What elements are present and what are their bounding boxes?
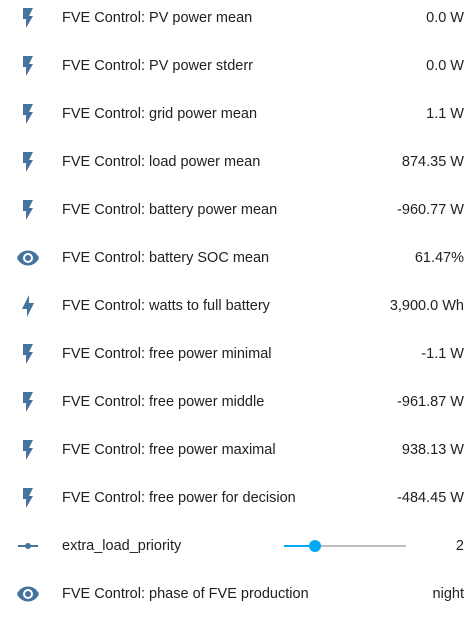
entity-name: FVE Control: phase of FVE production — [62, 586, 309, 602]
entity-name: extra_load_priority — [62, 538, 182, 554]
eye-icon — [0, 246, 56, 270]
flash-icon — [0, 390, 56, 414]
entity-state: 0.0 W — [426, 58, 464, 74]
entity-state: 938.13 W — [401, 442, 464, 458]
entity-row[interactable]: FVE Control: battery power mean -960.77 … — [0, 186, 472, 234]
entity-state: -960.77 W — [397, 202, 464, 218]
slider-fill — [284, 545, 315, 547]
slider-thumb[interactable] — [308, 540, 321, 552]
entity-row[interactable]: FVE Control: free power for decision -48… — [0, 474, 472, 522]
entity-state: 3,900.0 Wh — [389, 298, 464, 314]
flash-icon — [0, 102, 56, 126]
entity-row[interactable]: FVE Control: load power mean 874.35 W — [0, 138, 472, 186]
flash-icon — [0, 438, 56, 462]
entity-state: -961.87 W — [397, 394, 464, 410]
flash-icon — [0, 150, 56, 174]
priority-slider[interactable] — [284, 522, 406, 570]
entity-row[interactable]: FVE Control: free power minimal -1.1 W — [0, 330, 472, 378]
flash-icon — [0, 486, 56, 510]
ray-vertex-icon — [0, 534, 56, 558]
entity-state: night — [432, 586, 464, 602]
entity-state: 61.47% — [414, 250, 464, 266]
entity-name: FVE Control: battery SOC mean — [62, 250, 270, 266]
entity-name: FVE Control: free power for decision — [62, 490, 296, 506]
flash-icon — [0, 198, 56, 222]
entity-name: FVE Control: load power mean — [62, 154, 261, 170]
entity-row[interactable]: FVE Control: battery SOC mean 61.47% — [0, 234, 472, 282]
eye-icon — [0, 582, 56, 606]
entity-state: 0.0 W — [426, 10, 464, 26]
entity-state: -484.45 W — [397, 490, 464, 506]
entity-name: FVE Control: PV power stderr — [62, 58, 253, 74]
entity-name: FVE Control: free power maximal — [62, 442, 276, 458]
flash-icon — [0, 54, 56, 78]
entity-name: FVE Control: PV power mean — [62, 10, 253, 26]
entity-name: FVE Control: grid power mean — [62, 106, 258, 122]
entity-row[interactable]: FVE Control: PV power mean 0.0 W — [0, 0, 472, 42]
entity-name: FVE Control: free power middle — [62, 394, 265, 410]
entity-name: FVE Control: free power minimal — [62, 346, 272, 362]
flash-icon — [0, 342, 56, 366]
entity-name: FVE Control: battery power mean — [62, 202, 278, 218]
entity-state: -1.1 W — [421, 346, 464, 362]
entity-state: 874.35 W — [401, 154, 464, 170]
entity-row[interactable]: FVE Control: watts to full battery 3,900… — [0, 282, 472, 330]
slider-track[interactable] — [284, 545, 406, 547]
lightning-bolt-icon — [0, 294, 56, 318]
entity-row[interactable]: FVE Control: free power middle -961.87 W — [0, 378, 472, 426]
entity-name: FVE Control: watts to full battery — [62, 298, 270, 314]
entity-row[interactable]: FVE Control: PV power stderr 0.0 W — [0, 42, 472, 90]
entity-state: 1.1 W — [426, 106, 464, 122]
slider-value: 2 — [455, 538, 464, 554]
entity-row[interactable]: FVE Control: free power maximal 938.13 W — [0, 426, 472, 474]
slider-row: extra_load_priority 2 — [0, 522, 472, 570]
flash-icon — [0, 6, 56, 30]
entity-row[interactable]: FVE Control: grid power mean 1.1 W — [0, 90, 472, 138]
entity-row[interactable]: FVE Control: phase of FVE production nig… — [0, 570, 472, 618]
